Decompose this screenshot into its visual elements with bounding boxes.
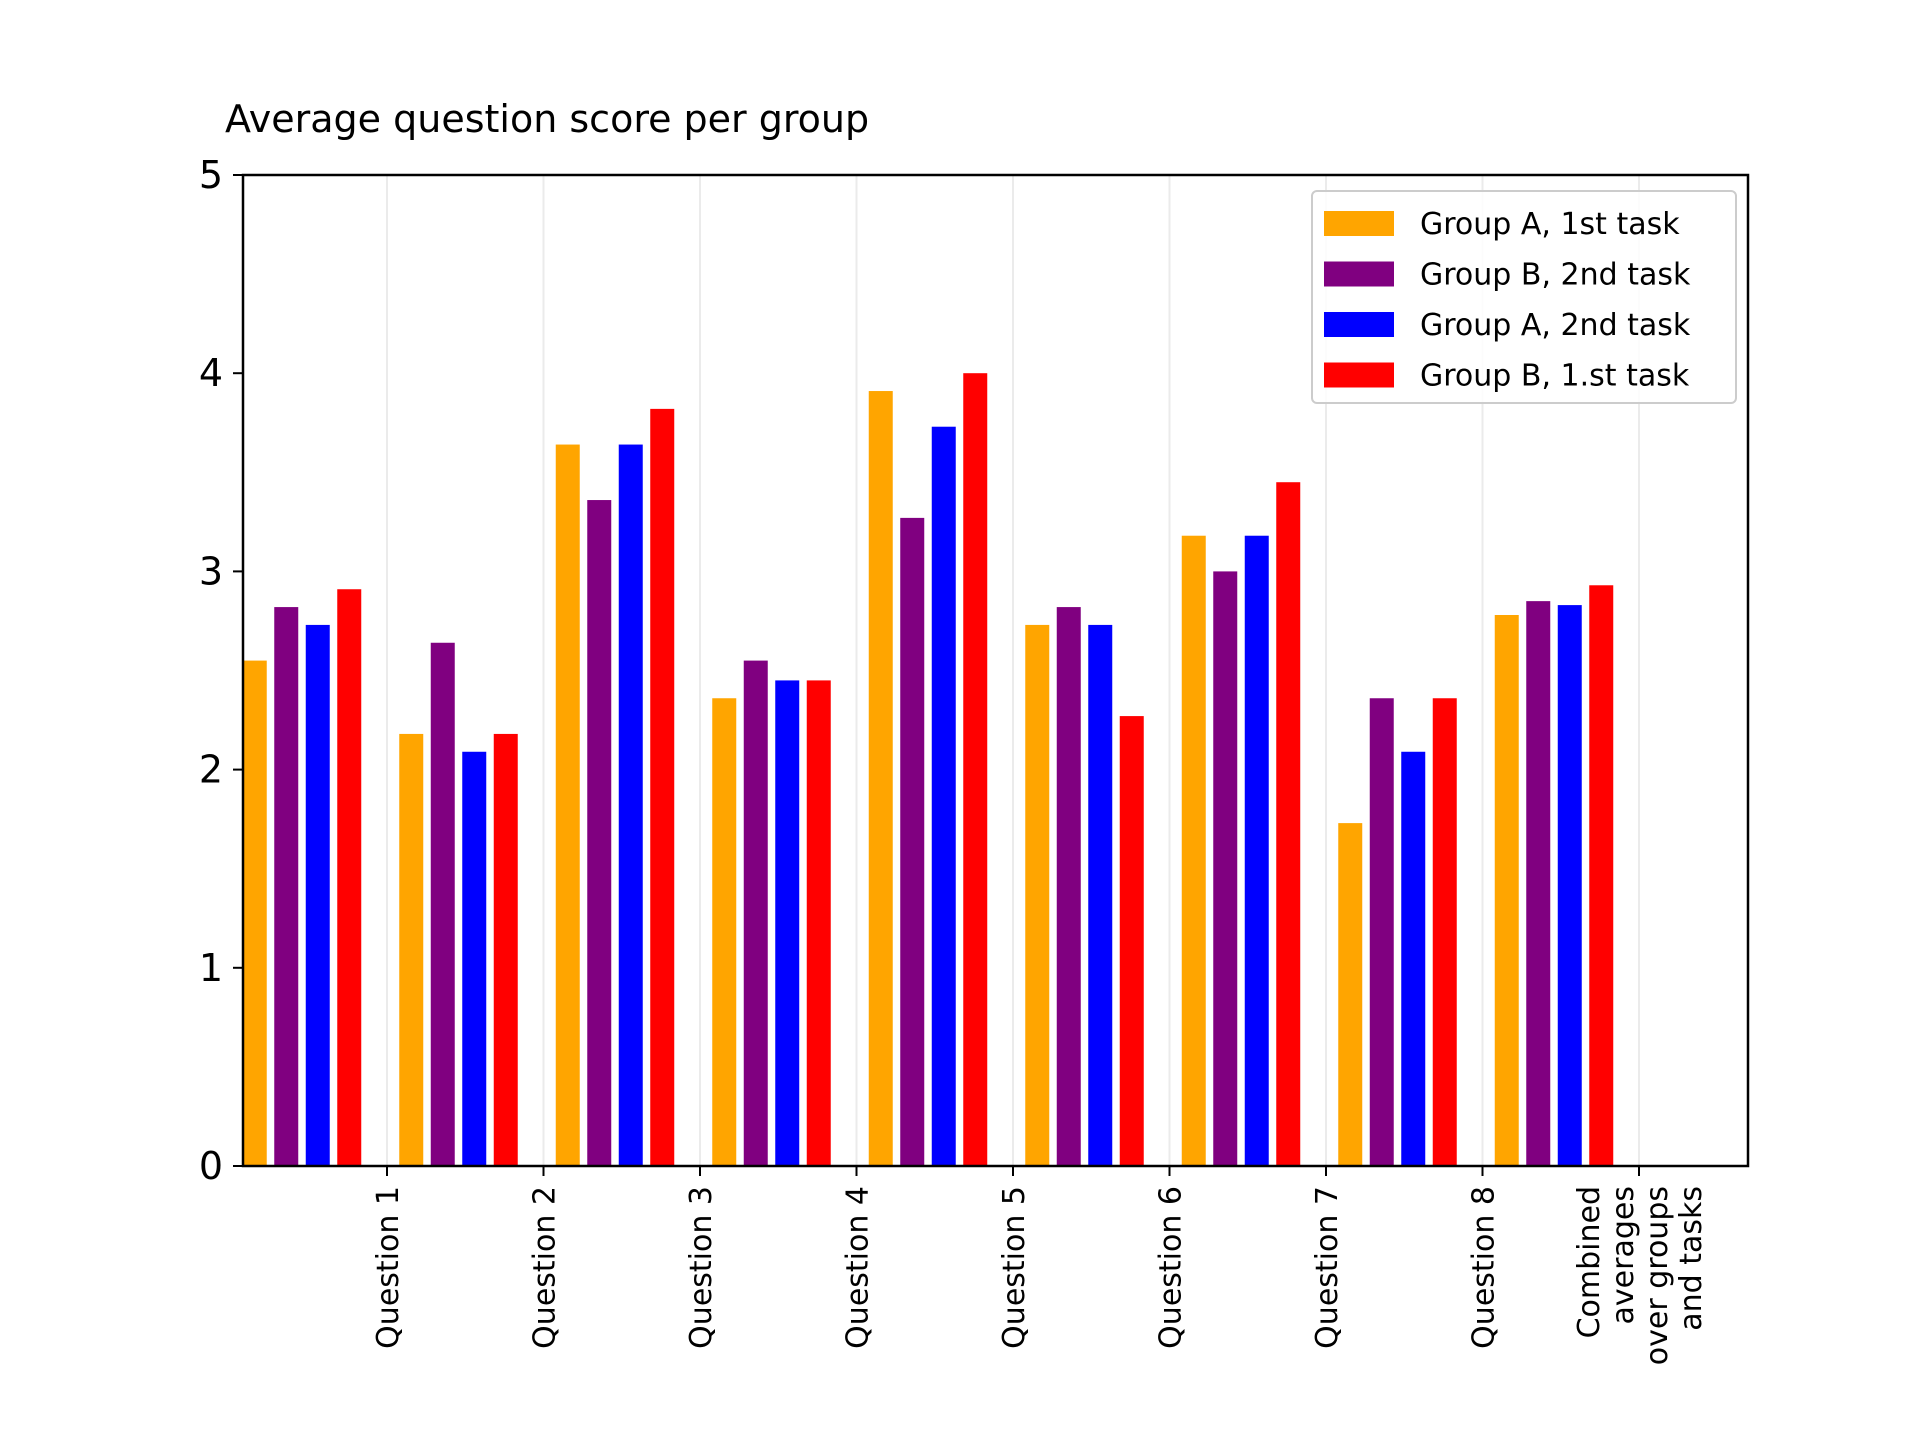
x-axis: Question 1 Question 2 Question 3 Question 4…: [371, 1166, 1709, 1365]
bar: [1494, 615, 1519, 1166]
y-tick-label: 5: [199, 153, 223, 197]
bar: [806, 680, 831, 1166]
bar: [900, 517, 925, 1166]
y-axis: 0 1 2 3 4 5: [199, 153, 243, 1188]
bar: [1119, 716, 1144, 1166]
bar: [493, 733, 518, 1166]
x-tick-label: averages: [1606, 1186, 1641, 1324]
bar: [1025, 624, 1050, 1166]
y-tick-label: 2: [199, 748, 223, 792]
bar: [1213, 571, 1238, 1166]
bar: [1369, 698, 1394, 1166]
bar: [868, 391, 893, 1167]
bar: [775, 680, 800, 1166]
y-tick-label: 1: [199, 946, 223, 990]
bar: [462, 751, 487, 1166]
x-tick-label: Combined: [1572, 1186, 1607, 1338]
legend-label: Group A, 1st task: [1420, 207, 1680, 242]
x-tick-label: and tasks: [1674, 1186, 1709, 1331]
bar: [1244, 535, 1269, 1166]
legend-label: Group A, 2nd task: [1420, 308, 1691, 343]
y-tick-label: 0: [199, 1144, 223, 1188]
bar: [931, 426, 956, 1166]
x-tick-label: Question 8: [1467, 1186, 1502, 1349]
bar: [1589, 585, 1614, 1166]
legend-swatch: [1324, 312, 1394, 337]
y-tick-label: 3: [199, 549, 223, 593]
x-tick-label: Question 3: [684, 1186, 719, 1349]
legend-swatch: [1324, 261, 1394, 287]
legend-swatch: [1324, 362, 1394, 388]
x-tick-label: Question 6: [1154, 1186, 1189, 1349]
bar: [650, 408, 675, 1167]
legend: Group A, 1st task Group B, 2nd task Group …: [1311, 190, 1737, 404]
bar: [963, 373, 988, 1166]
legend-label: Group B, 1.st task: [1420, 359, 1690, 394]
bar: [430, 642, 455, 1166]
x-tick-label: Question 2: [528, 1186, 563, 1349]
bar: [1401, 751, 1426, 1166]
bar: [1056, 607, 1081, 1166]
x-tick-label: Question 5: [997, 1186, 1032, 1349]
bar: [305, 624, 330, 1166]
bar: [399, 733, 424, 1166]
x-tick-label: over groups: [1640, 1186, 1675, 1365]
legend-box: [1311, 190, 1737, 404]
bar: [1432, 698, 1457, 1166]
legend-label: Group B, 2nd task: [1420, 258, 1691, 293]
bar: [1276, 482, 1301, 1167]
bar: [242, 660, 267, 1166]
bar: [587, 500, 612, 1167]
bars: [242, 373, 1614, 1167]
bar: [555, 444, 580, 1166]
legend-swatch: [1324, 211, 1394, 236]
axes-frame: [241, 173, 1750, 1168]
bar: [1338, 823, 1363, 1166]
x-tick-label: Question 1: [371, 1186, 406, 1349]
bar: [618, 444, 643, 1166]
bar: [337, 589, 362, 1166]
bar: [743, 660, 768, 1166]
y-tick-label: 4: [199, 351, 223, 395]
bar: [1526, 601, 1551, 1166]
bar: [1088, 624, 1113, 1166]
chart-title: Average question score per group: [225, 97, 869, 141]
bar: [1181, 535, 1206, 1166]
bar: [712, 698, 737, 1166]
x-tick-label: Question 7: [1310, 1186, 1345, 1349]
bar: [274, 607, 299, 1166]
x-tick-label: Question 4: [841, 1186, 876, 1349]
bar: [1557, 605, 1582, 1166]
